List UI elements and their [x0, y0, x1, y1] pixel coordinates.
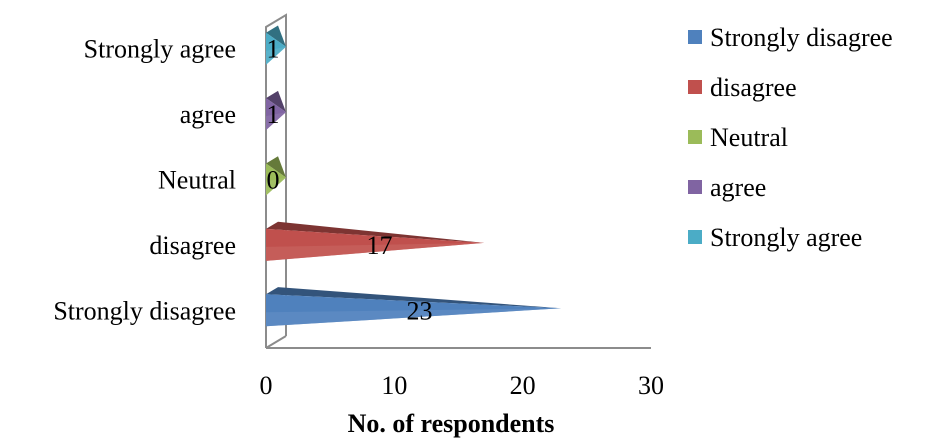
legend-item: agree [688, 173, 766, 202]
category-label: Strongly disagree [53, 296, 236, 325]
floor-side-edge [265, 335, 287, 349]
legend-item: disagree [688, 73, 797, 102]
legend-item: Strongly disagree [688, 23, 893, 52]
legend-item: Strongly agree [688, 223, 862, 252]
legend-label: Strongly agree [710, 223, 862, 252]
bar-top-face [266, 90, 286, 113]
bar-strongly-disagree [266, 287, 562, 327]
x-tick-label: 10 [381, 371, 407, 400]
data-label: 1 [267, 35, 280, 64]
legend-swatch [688, 230, 702, 244]
legend-item: Neutral [688, 123, 788, 152]
legend-label: Strongly disagree [710, 23, 893, 52]
data-label: 1 [267, 100, 280, 129]
bar-lower-face [266, 242, 485, 261]
bar-strongly-agree [266, 25, 286, 65]
value-axis-tick-labels: 0 10 20 30 [260, 371, 665, 400]
category-axis-labels: Strongly disagree disagree Neutral agree Str… [53, 35, 236, 326]
bar-series [266, 25, 562, 327]
legend-swatch [688, 80, 702, 94]
legend: Strongly disagree disagree Neutral agree Str… [688, 23, 893, 252]
bar-lower-face [266, 112, 286, 131]
bar-lower-face [266, 177, 286, 196]
bar-top-face [266, 156, 286, 178]
legend-swatch [688, 130, 702, 144]
bar-top-face [266, 25, 286, 47]
legend-label: agree [710, 173, 766, 202]
x-tick-label: 0 [260, 371, 273, 400]
x-tick-label: 20 [510, 371, 536, 400]
category-label: Strongly agree [84, 35, 236, 64]
x-tick-label: 30 [638, 371, 664, 400]
data-label: 23 [406, 296, 432, 325]
category-label: disagree [149, 231, 236, 260]
legend-label: disagree [710, 73, 797, 102]
legend-swatch [688, 30, 702, 44]
category-label: agree [180, 100, 236, 129]
data-labels: 23 17 0 1 1 [267, 35, 433, 326]
bar-neutral [266, 156, 286, 196]
data-label: 17 [366, 231, 392, 260]
bar-lower-face [266, 308, 562, 327]
data-label: 0 [267, 166, 280, 195]
bar-top-face [266, 221, 485, 243]
bar-disagree [266, 221, 485, 261]
bar-top-face [266, 287, 562, 309]
bar-lower-face [266, 46, 286, 65]
legend-swatch [688, 180, 702, 194]
category-label: Neutral [158, 166, 236, 195]
x-axis-title: No. of respondents [348, 409, 555, 438]
bar-agree [266, 90, 286, 131]
legend-label: Neutral [710, 123, 788, 152]
